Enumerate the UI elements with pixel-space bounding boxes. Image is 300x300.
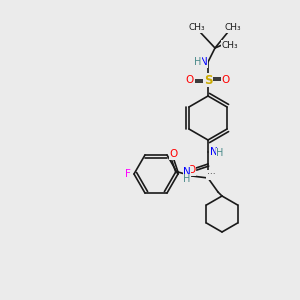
Text: N: N <box>200 57 208 67</box>
Text: F: F <box>125 169 131 179</box>
Text: CH₃: CH₃ <box>189 23 205 32</box>
Text: O: O <box>186 75 194 85</box>
Text: O: O <box>187 165 195 175</box>
Text: H: H <box>183 174 191 184</box>
Text: O: O <box>222 75 230 85</box>
Text: CH₃: CH₃ <box>225 23 241 32</box>
Text: H: H <box>194 57 202 67</box>
Text: O: O <box>170 149 178 159</box>
Text: H: H <box>216 148 224 158</box>
Text: S: S <box>204 74 212 86</box>
Text: ···: ··· <box>207 170 215 179</box>
Text: N: N <box>210 147 218 157</box>
Text: N: N <box>183 167 191 177</box>
Text: CH₃: CH₃ <box>222 40 238 50</box>
